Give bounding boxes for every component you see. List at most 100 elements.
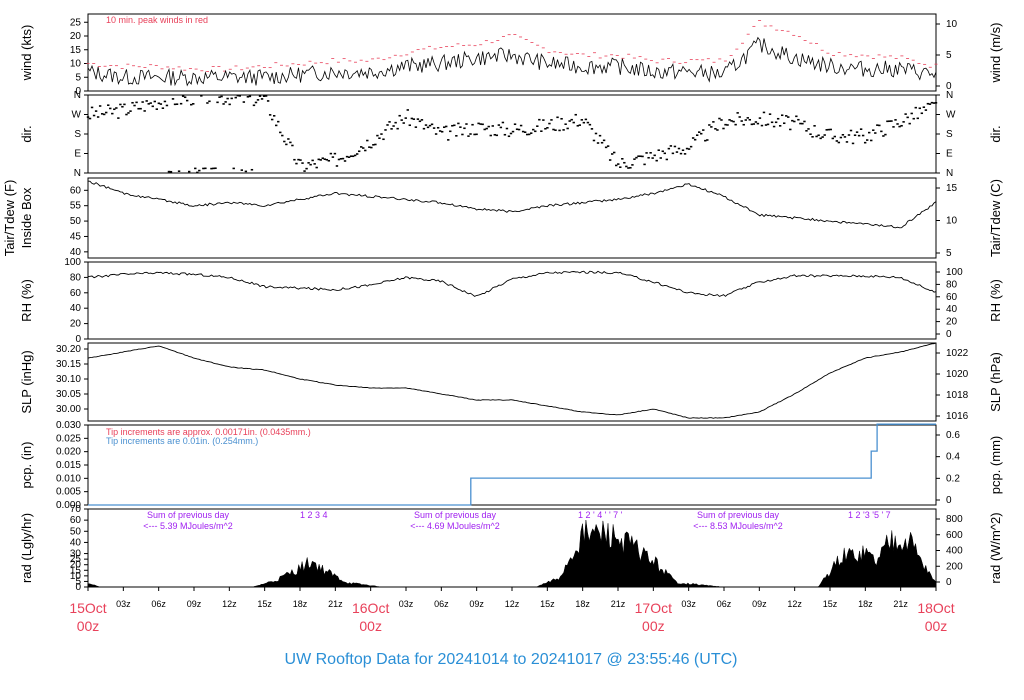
x-tick-label: 06z <box>434 599 449 609</box>
left-tick-label: N <box>74 168 81 179</box>
left-tick-label: 70 <box>70 504 82 515</box>
x-tick-label: 06z <box>717 599 732 609</box>
pcp-note: Tip increments are 0.01in. (0.254mm.) <box>106 436 258 446</box>
y-axis-label-right: RH (%) <box>988 279 1003 322</box>
x-tick-label: 03z <box>681 599 696 609</box>
x-tick-label: 15z <box>540 599 555 609</box>
daily-sum-label: Sum of previous day <box>697 510 780 520</box>
right-tick-label: 5 <box>946 50 952 61</box>
right-tick-label: N <box>946 90 953 101</box>
x-tick-label: 21z <box>611 599 626 609</box>
hour-marks: 1 2 3 4 <box>300 510 328 520</box>
left-tick-label: 55 <box>70 201 82 212</box>
panels: 05101520250510wind (kts)wind (m/s)10 min… <box>2 14 1003 593</box>
slp-line <box>88 343 936 418</box>
daily-sum-label: Sum of previous day <box>147 510 230 520</box>
right-tick-label: 1020 <box>946 369 969 380</box>
hour-marks: 1 2 '3 '5 ' 7 <box>848 510 891 520</box>
right-tick-label: S <box>946 129 953 140</box>
x-tick-label: 21z <box>893 599 908 609</box>
right-tick-label: N <box>946 168 953 179</box>
day-date-label: 16Oct <box>352 600 389 616</box>
left-tick-label: 0.010 <box>56 473 81 484</box>
left-tick-label: 30 <box>70 549 82 560</box>
y-axis-label-left: rad (Lgly/hr) <box>19 513 34 583</box>
panel-rh: 020406080100020406080100RH (%)RH (%) <box>19 257 1003 345</box>
x-tick-label: 18z <box>293 599 308 609</box>
right-tick-label: 0.2 <box>946 473 960 484</box>
y-axis-label-right: SLP (hPa) <box>988 352 1003 412</box>
y-axis-label-right: Tair/Tdew (C) <box>988 179 1003 257</box>
y-axis-label-left: pcp. (in) <box>19 442 34 489</box>
right-tick-label: 800 <box>946 514 963 525</box>
chart-title: UW Rooftop Data for 20241014 to 20241017… <box>285 651 738 668</box>
right-tick-label: 0.4 <box>946 452 960 463</box>
x-tick-label: 12z <box>787 599 802 609</box>
right-tick-label: 10 <box>946 19 958 30</box>
daily-sum-value: <--- 4.69 MJoules/m^2 <box>410 521 500 531</box>
y-axis-label-left: RH (%) <box>19 279 34 322</box>
x-tick-label: 12z <box>505 599 520 609</box>
left-tick-label: 0.030 <box>56 420 81 431</box>
left-tick-label: 40 <box>70 537 82 548</box>
x-tick-label: 09z <box>469 599 484 609</box>
panel-slp: 30.0030.0530.1030.1530.20101610181020102… <box>19 343 1003 422</box>
temp-line <box>88 181 936 228</box>
right-tick-label: 5 <box>946 248 952 259</box>
right-tick-label: 40 <box>946 304 958 315</box>
day-hour-label: 00z <box>925 618 948 634</box>
x-tick-label: 15z <box>823 599 838 609</box>
left-tick-label: 0.020 <box>56 447 81 458</box>
x-axis: 03z 06z 09z 12z 15z 18z 21z 03z 06z 09z 12z 15z 18z 2… <box>69 587 954 634</box>
rh-line <box>88 271 936 296</box>
left-tick-label: 0.025 <box>56 433 81 444</box>
y-axis-label-left: Tair/Tdew (F) <box>2 180 17 257</box>
right-tick-label: 1022 <box>946 348 969 359</box>
left-tick-label: 30.00 <box>56 404 81 415</box>
daily-sum-label: Sum of previous day <box>414 510 497 520</box>
hour-marks: 1 2 ' 4 ' ' 7 ' <box>578 510 623 520</box>
panel-wind: 05101520250510wind (kts)wind (m/s)10 min… <box>19 14 1003 97</box>
y-axis-label-right: wind (m/s) <box>988 23 1003 84</box>
right-tick-label: 600 <box>946 530 963 541</box>
panel-temp: 404550556051015Tair/Tdew (F)Inside BoxTa… <box>2 178 1003 259</box>
left-tick-label: S <box>74 129 81 140</box>
left-tick-label: 0.015 <box>56 460 81 471</box>
left-tick-label: 80 <box>70 272 82 283</box>
panel-rad: 051015202530405060700200400600800rad (Lg… <box>19 504 1003 593</box>
x-tick-label: 03z <box>116 599 131 609</box>
x-tick-label: 15z <box>257 599 272 609</box>
right-tick-label: E <box>946 149 953 160</box>
left-tick-label: 60 <box>70 185 82 196</box>
y-axis-label-left: Inside Box <box>19 187 34 248</box>
x-tick-label: 18z <box>575 599 590 609</box>
left-tick-label: 50 <box>70 216 82 227</box>
y-axis-label-left: SLP (inHg) <box>19 350 34 413</box>
right-tick-label: 15 <box>946 183 958 194</box>
panel-pcp: 0.0000.0050.0100.0150.0200.0250.03000.20… <box>19 420 1003 511</box>
left-tick-label: 30.05 <box>56 389 81 400</box>
y-axis-label-left: wind (kts) <box>19 25 34 82</box>
right-tick-label: 200 <box>946 561 963 572</box>
right-tick-label: 20 <box>946 317 958 328</box>
x-tick-label: 09z <box>187 599 202 609</box>
panel-frame <box>88 178 936 258</box>
right-tick-label: W <box>946 110 956 121</box>
x-tick-label: 06z <box>151 599 166 609</box>
left-tick-label: 0.005 <box>56 487 81 498</box>
right-tick-label: 10 <box>946 216 958 227</box>
left-tick-label: 20 <box>70 31 82 42</box>
left-tick-label: 60 <box>70 515 82 526</box>
right-tick-label: 1016 <box>946 411 969 422</box>
panel-frame <box>88 262 936 339</box>
left-tick-label: 25 <box>70 17 82 28</box>
day-date-label: 15Oct <box>69 600 106 616</box>
right-tick-label: 60 <box>946 292 958 303</box>
y-axis-label-right: pcp. (mm) <box>988 436 1003 495</box>
x-tick-label: 18z <box>858 599 873 609</box>
right-tick-label: 1018 <box>946 390 969 401</box>
wind-line <box>88 38 936 86</box>
panel-frame <box>88 343 936 421</box>
x-tick-label: 12z <box>222 599 237 609</box>
